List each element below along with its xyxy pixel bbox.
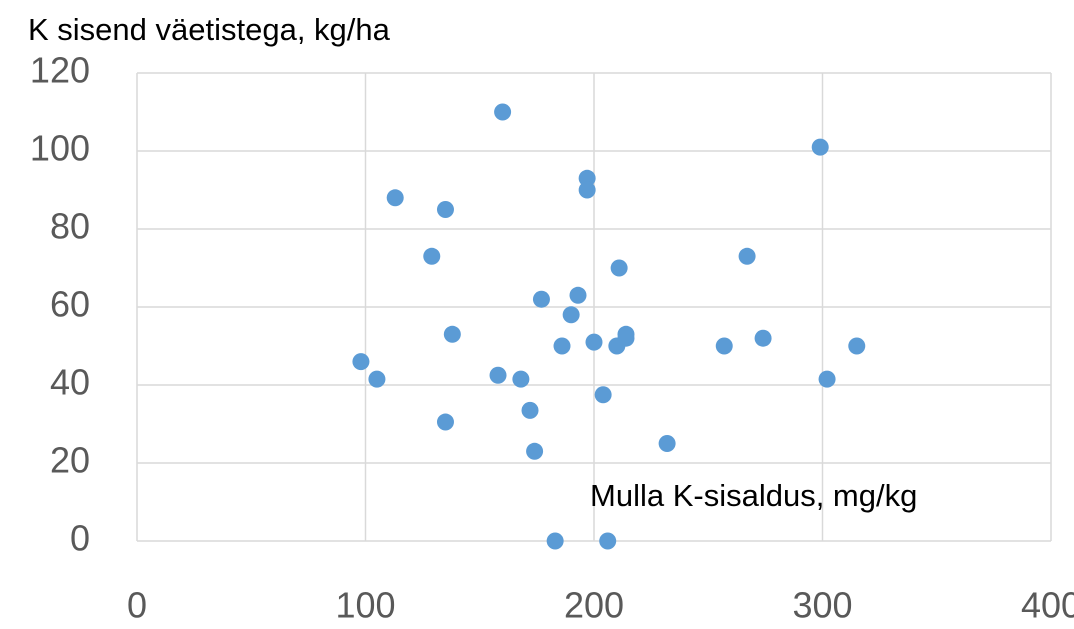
point [553, 337, 571, 355]
point [521, 401, 539, 419]
point [512, 370, 530, 388]
y-tick-label: 20 [50, 440, 90, 481]
point [546, 532, 564, 550]
y-tick-label: 120 [30, 50, 90, 91]
point [368, 370, 386, 388]
point [811, 138, 829, 156]
point [569, 286, 587, 304]
chart-title: K sisend väetistega, kg/ha [28, 12, 391, 47]
x-tick-label: 400 [1021, 585, 1074, 624]
y-tick-label: 40 [50, 362, 90, 403]
point [658, 435, 676, 452]
point [715, 337, 733, 355]
point [532, 290, 550, 308]
x-tick-label: 300 [792, 585, 852, 624]
y-tick-label: 0 [70, 518, 90, 559]
point [526, 442, 544, 460]
point [352, 353, 370, 371]
x-tick-label: 0 [127, 585, 147, 624]
x-axis-label: Mulla K-sisaldus, mg/kg [590, 478, 917, 513]
point [436, 201, 454, 218]
x-tick-label: 100 [335, 585, 395, 624]
point [818, 370, 836, 388]
point [443, 325, 461, 343]
point [599, 532, 617, 550]
point [754, 329, 772, 347]
point [610, 259, 628, 277]
point [594, 386, 612, 404]
point [436, 413, 454, 431]
point [738, 247, 756, 265]
point [578, 181, 596, 199]
point [423, 247, 441, 265]
point [494, 103, 512, 121]
point [489, 366, 507, 384]
y-tick-label: 100 [30, 128, 90, 169]
y-tick-label: 80 [50, 206, 90, 247]
point [562, 306, 580, 324]
x-tick-label: 200 [564, 585, 624, 624]
point [848, 337, 866, 355]
point [386, 189, 404, 207]
point [585, 333, 603, 351]
y-tick-label: 60 [50, 284, 90, 325]
point [578, 169, 596, 187]
point [617, 325, 635, 343]
